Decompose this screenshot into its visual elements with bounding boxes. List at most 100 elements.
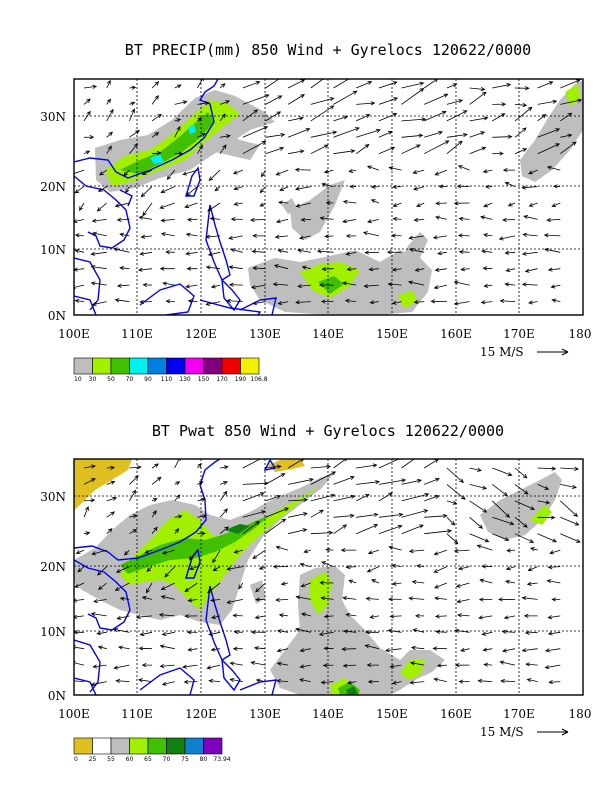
- wind-vector: [325, 200, 334, 205]
- wind-vector: [454, 628, 470, 633]
- wind-vector: [288, 477, 315, 485]
- wind-vector: [310, 493, 336, 502]
- wind-vector: [219, 490, 228, 502]
- wind-vector: [226, 298, 243, 303]
- wind-vector: [205, 265, 221, 270]
- wind-vector: [389, 614, 402, 619]
- wind-vector: [320, 680, 334, 685]
- wind-vector: [280, 581, 289, 586]
- lon-label: 110E: [121, 327, 153, 341]
- wind-vector: [114, 202, 130, 208]
- wind-vector: [90, 264, 107, 270]
- wind-vector: [469, 146, 487, 155]
- colorbar-label: 70: [163, 756, 171, 763]
- wind-vector: [106, 480, 116, 485]
- wind-vector: [453, 201, 470, 206]
- wind-vector: [546, 579, 561, 584]
- wind-vector: [129, 85, 137, 90]
- wind-vector: [74, 186, 85, 194]
- wind-vector: [514, 484, 529, 495]
- wind-vector: [187, 647, 198, 652]
- wind-vector: [547, 615, 561, 620]
- wind-vector: [453, 301, 470, 306]
- wind-vector: [129, 475, 139, 485]
- wind-vector: [197, 101, 210, 106]
- wind-vector: [74, 248, 85, 254]
- wind-vector: [210, 598, 221, 603]
- wind-vector: [456, 184, 470, 189]
- wind-vector: [287, 79, 306, 89]
- wind-vector: [151, 509, 157, 518]
- wind-vector: [265, 464, 282, 469]
- wind-vector: [232, 613, 243, 618]
- wind-vector: [278, 200, 289, 205]
- wind-vector: [232, 169, 243, 175]
- wind-vector: [106, 131, 113, 138]
- wind-vector: [547, 631, 561, 636]
- wind-vector: [469, 131, 486, 138]
- wind-vector: [295, 595, 311, 600]
- wind-vector: [550, 284, 561, 289]
- wind-vector: [434, 582, 448, 589]
- wind-vector: [457, 233, 470, 238]
- wind-vector: [391, 563, 402, 568]
- wind-vector: [460, 647, 470, 652]
- wind-vector: [492, 151, 504, 156]
- pwat-wind-vectors: [74, 459, 581, 687]
- wind-vector: [228, 265, 243, 270]
- wind-vector: [83, 531, 91, 536]
- colorbar-label: 25: [89, 756, 97, 763]
- wind-vector: [250, 660, 266, 666]
- wind-vector: [506, 548, 516, 553]
- wind-vector: [230, 217, 243, 222]
- wind-vector: [446, 517, 456, 526]
- wind-vector: [521, 185, 538, 190]
- wind-vector: [197, 132, 206, 138]
- colorbar-swatch: [73, 357, 93, 375]
- wind-vector: [135, 614, 153, 620]
- wind-vector: [349, 184, 357, 189]
- wind-vector: [344, 298, 357, 303]
- wind-vector: [174, 118, 182, 123]
- pwat-lon-labels: 100E 110E 120E 130E 140E 150E 160E 170E …: [58, 707, 591, 721]
- reference-vector-label: 15 M/S: [480, 345, 524, 359]
- wind-vector: [514, 102, 528, 108]
- wind-vector: [446, 500, 458, 505]
- wind-vector: [367, 219, 379, 224]
- wind-vector: [288, 149, 305, 155]
- wind-vector: [310, 79, 324, 89]
- wind-vector: [220, 465, 229, 470]
- wind-vector: [125, 186, 130, 194]
- wind-vector: [287, 94, 305, 105]
- wind-vector: [413, 299, 425, 305]
- wind-vector: [142, 282, 153, 288]
- pwat-map: [74, 459, 583, 695]
- wind-vector: [548, 679, 561, 685]
- wind-vector: [458, 249, 470, 254]
- wind-vector: [413, 217, 425, 222]
- wind-vector: [369, 614, 379, 619]
- wind-vector: [129, 514, 138, 519]
- wind-vector: [117, 645, 130, 650]
- wind-vector: [151, 132, 160, 138]
- wind-vector: [523, 613, 538, 618]
- wind-vector: [276, 678, 289, 684]
- wind-vector: [408, 549, 425, 554]
- wind-vector: [365, 596, 379, 601]
- wind-vector: [401, 133, 424, 138]
- lon-label: 120E: [185, 707, 217, 721]
- wind-vector: [356, 463, 378, 469]
- colorbar-swatch: [166, 737, 186, 755]
- lat-label: 30N: [40, 490, 66, 504]
- wind-vector: [367, 549, 380, 555]
- lon-label: 150E: [376, 707, 408, 721]
- wind-vector: [492, 83, 512, 89]
- wind-vector: [174, 481, 181, 486]
- wind-vector: [151, 476, 162, 485]
- wind-vector: [259, 202, 266, 207]
- lon-label: 100E: [58, 707, 90, 721]
- wind-vector: [106, 528, 113, 534]
- wind-vector: [544, 648, 561, 653]
- wind-vector: [238, 582, 244, 590]
- wind-vector: [434, 614, 447, 619]
